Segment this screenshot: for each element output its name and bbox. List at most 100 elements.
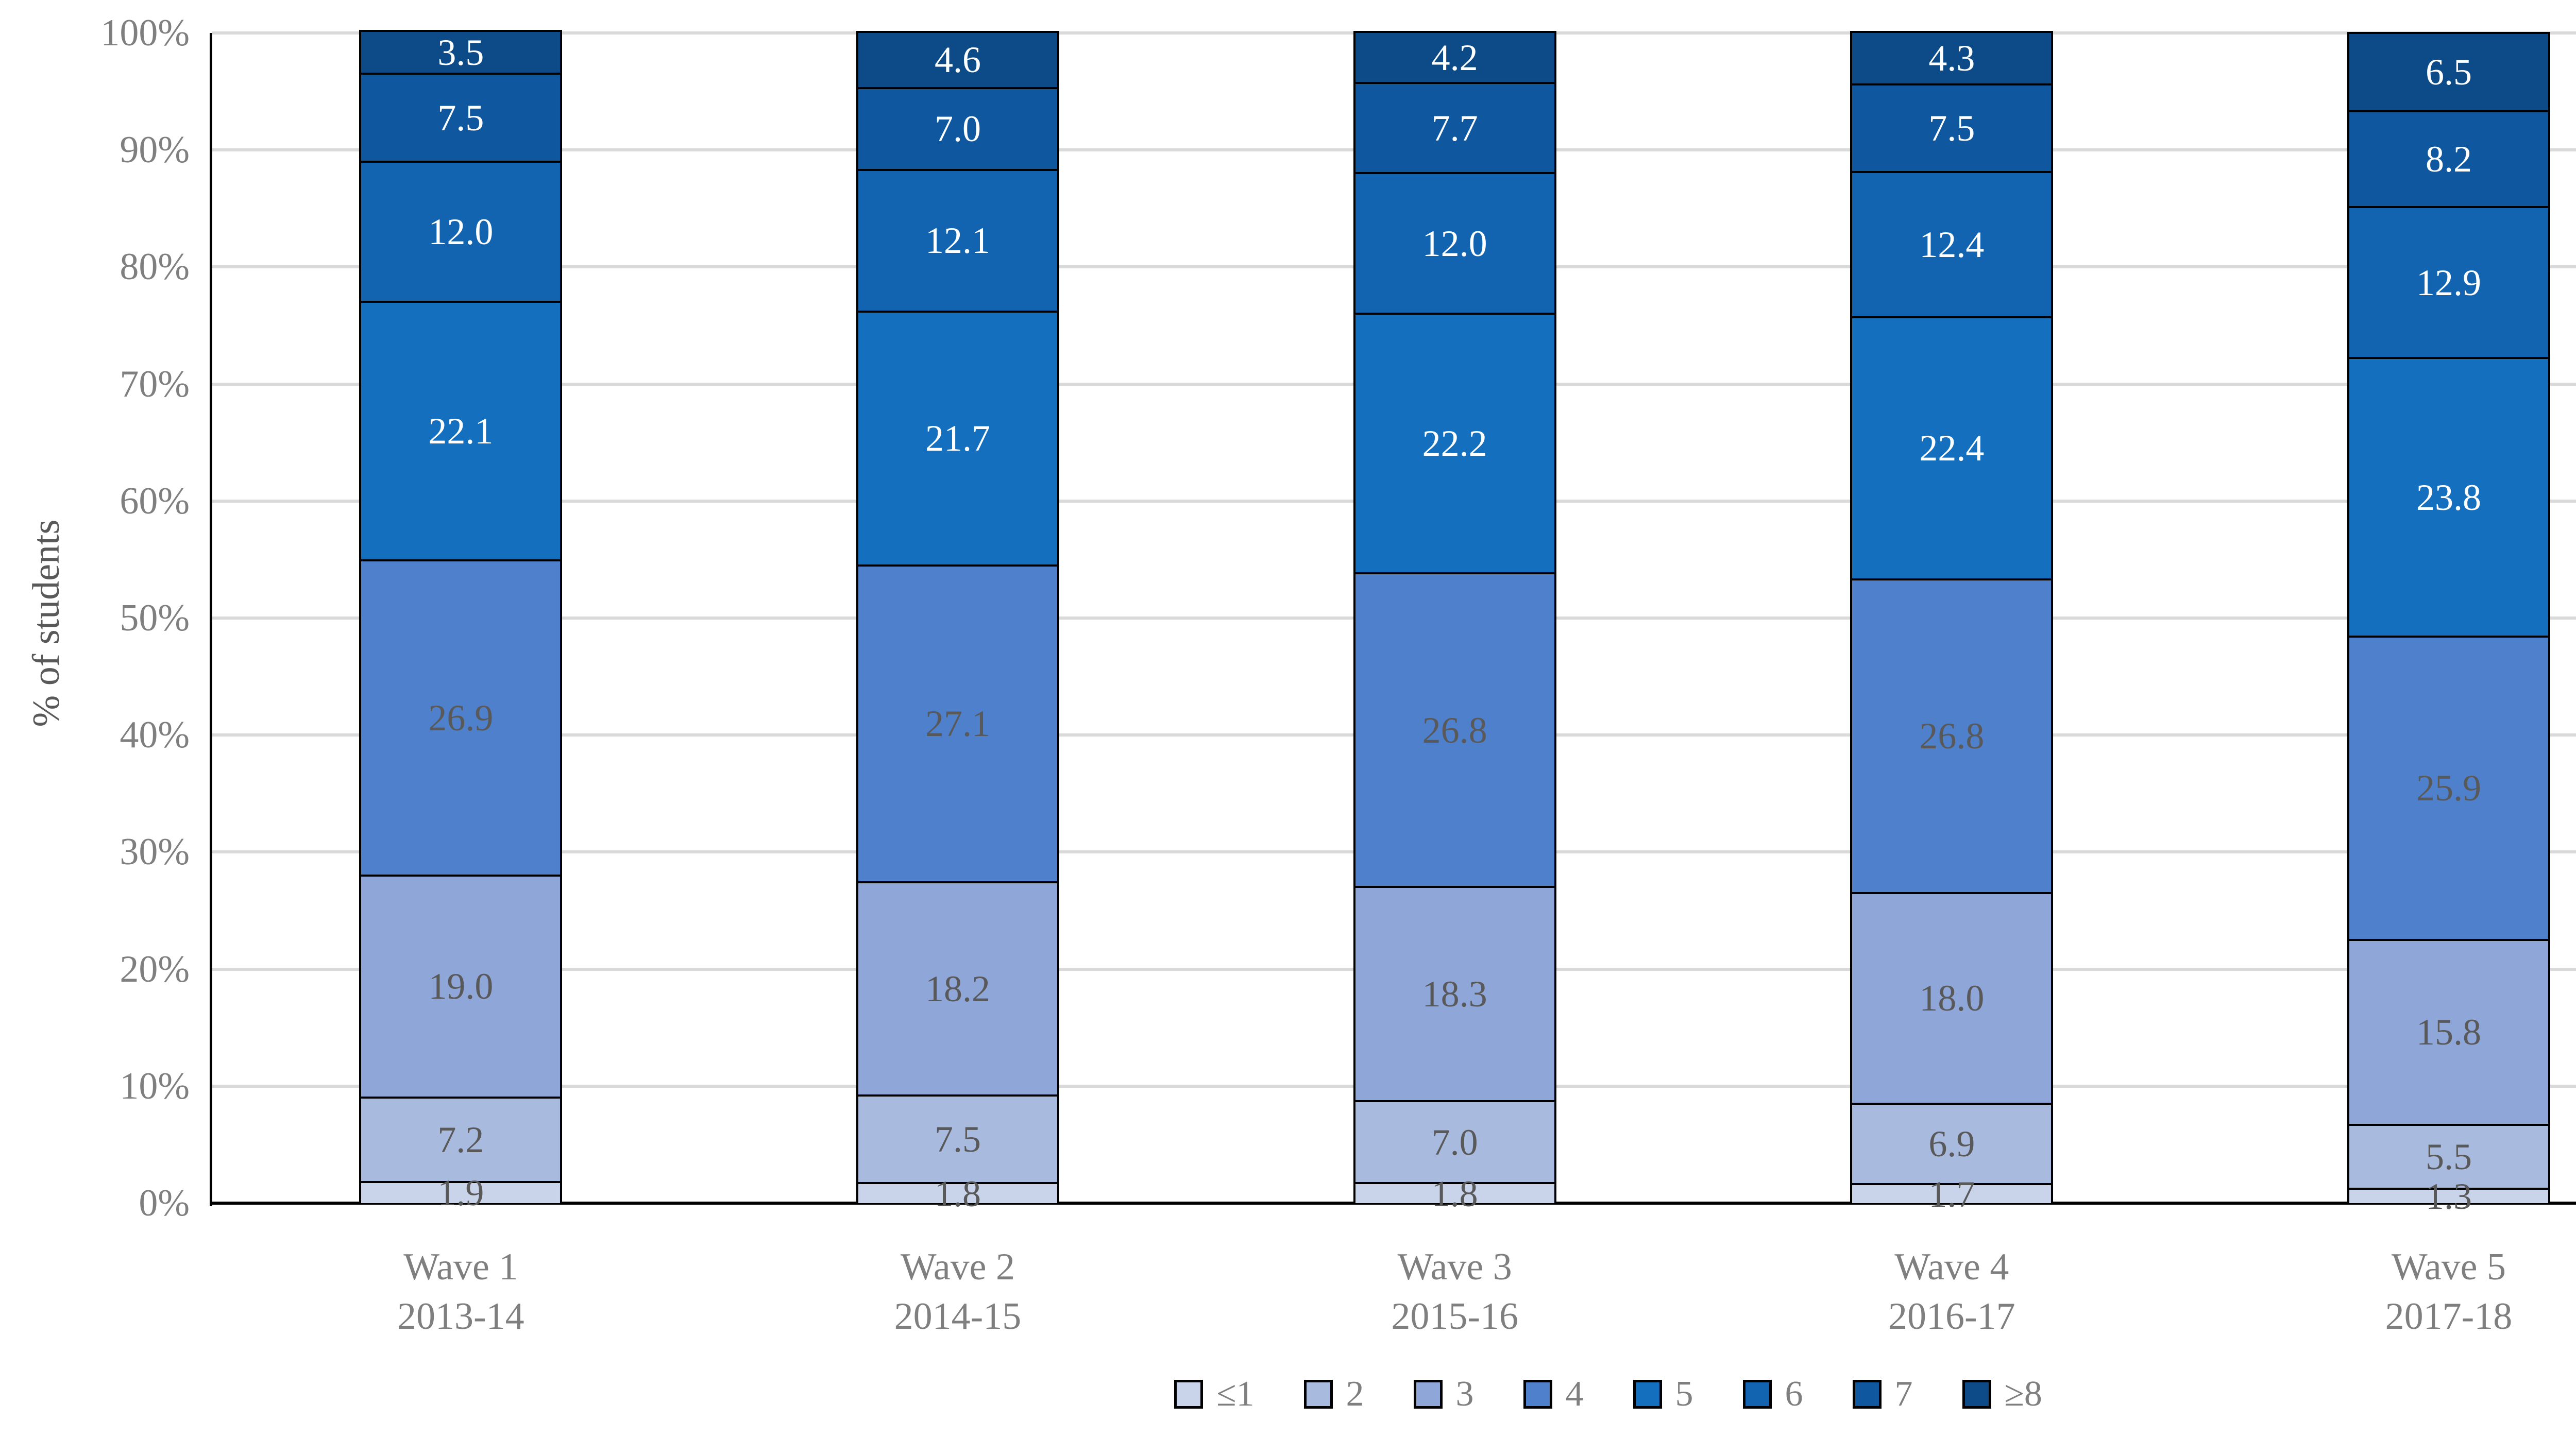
x-category-line2: 2014-15 <box>894 1295 1022 1338</box>
bar-segment-value-label: 6.5 <box>2425 52 2472 93</box>
bar-segment-≤1: 1.9 <box>361 1174 561 1211</box>
y-tick-label-10pct: 10% <box>120 1065 190 1107</box>
y-tick-label-30pct: 30% <box>120 831 190 874</box>
bar-segment-2: 7.2 <box>361 1097 561 1181</box>
bar-segment-5: 23.8 <box>2349 357 2548 636</box>
bar-segment-value-label: 26.8 <box>1919 715 1985 757</box>
legend-label: 3 <box>1455 1374 1474 1414</box>
bar-segment-2: 6.9 <box>1852 1102 2052 1184</box>
plot-area: 3.5 7.5 12.0 22.1 26.9 19.0 7.2 1.9 4.6 7.0 12.1 21… <box>210 29 2576 1215</box>
bar-wave-4: 4.3 7.5 12.4 22.4 26.8 18.0 6.9 1.7 <box>1850 31 2054 1213</box>
y-tick-label-20pct: 20% <box>120 948 190 990</box>
bar-segment-≥8: 4.3 <box>1852 33 2052 83</box>
y-tick-label-0pct: 0% <box>139 1182 190 1224</box>
y-tick-label-100pct: 100% <box>100 12 190 54</box>
bar-segment-6: 12.1 <box>858 168 1057 311</box>
legend-item-3: 3 <box>1413 1374 1474 1414</box>
x-category-line1: Wave 5 <box>2391 1246 2506 1288</box>
x-category-label-3: Wave 3 2015-16 <box>1206 1242 1703 1341</box>
legend-swatch-icon <box>1413 1380 1443 1409</box>
bar-segment-4: 26.9 <box>361 559 561 875</box>
bar-segment-7: 7.7 <box>1355 82 1554 173</box>
bar-segment-value-label: 26.8 <box>1422 709 1487 751</box>
bar-slot-wave-2: 4.6 7.0 12.1 21.7 27.1 18.2 7.5 1.8 <box>709 31 1207 1212</box>
bar-segment-value-label: 26.9 <box>428 697 494 739</box>
x-category-line2: 2013-14 <box>397 1295 524 1338</box>
bar-wave-1: 3.5 7.5 12.0 22.1 26.9 19.0 7.2 1.9 <box>359 29 563 1211</box>
legend-label: 4 <box>1565 1374 1584 1414</box>
y-tick-label-40pct: 40% <box>120 714 190 757</box>
bar-segment-value-label: 1.8 <box>934 1173 981 1214</box>
bar-segment-value-label: 21.7 <box>925 418 990 459</box>
bar-segment-value-label: 7.5 <box>1928 107 1975 149</box>
bar-segment-value-label: 12.9 <box>2416 262 2481 303</box>
legend-label: 5 <box>1675 1374 1693 1414</box>
bar-segment-4: 25.9 <box>2349 636 2548 939</box>
bar-slot-wave-4: 4.3 7.5 12.4 22.4 26.8 18.0 6.9 1.7 <box>1703 31 2200 1213</box>
bar-segment-value-label: 12.4 <box>1919 224 1985 265</box>
legend-item-2: 2 <box>1303 1376 1364 1412</box>
legend-label: ≥8 <box>2004 1374 2042 1414</box>
x-category-line2: 2015-16 <box>1391 1295 1518 1338</box>
bar-segment-3: 18.0 <box>1852 892 2052 1103</box>
bar-segment-6: 12.4 <box>1852 171 2052 316</box>
legend-swatch-icon <box>1303 1380 1333 1409</box>
x-category-line2: 2017-18 <box>2385 1295 2513 1338</box>
bar-segment-value-label: 19.0 <box>428 966 494 1007</box>
bar-segment-3: 18.3 <box>1355 886 1554 1101</box>
bar-segment-6: 12.9 <box>2349 206 2548 357</box>
bar-segment-value-label: 3.5 <box>437 31 484 73</box>
bar-slot-wave-1: 3.5 7.5 12.0 22.1 26.9 19.0 7.2 1.9 <box>212 29 709 1211</box>
y-tick-label-80pct: 80% <box>120 246 190 288</box>
legend-swatch-icon <box>1174 1380 1204 1409</box>
x-category-line1: Wave 1 <box>403 1246 518 1288</box>
bar-segment-value-label: 1.8 <box>1431 1173 1478 1214</box>
bar-segment-value-label: 4.3 <box>1928 37 1975 79</box>
bar-segment-value-label: 1.9 <box>437 1172 484 1214</box>
y-tick-label-90pct: 90% <box>120 129 190 172</box>
legend-item-≤1: ≤1 <box>1174 1376 1255 1412</box>
legend-item-4: 4 <box>1523 1376 1584 1412</box>
bar-segment-≤1: 1.3 <box>2349 1178 2548 1215</box>
x-category-label-2: Wave 2 2014-15 <box>709 1242 1207 1341</box>
x-category-label-5: Wave 5 2017-18 <box>2200 1242 2576 1341</box>
bar-segment-7: 7.0 <box>858 87 1057 169</box>
legend-swatch-icon <box>1523 1380 1552 1409</box>
bar-segment-7: 7.5 <box>361 73 561 161</box>
bar-segment-≤1: 1.8 <box>1355 1175 1554 1212</box>
bar-segment-value-label: 25.9 <box>2416 767 2481 809</box>
bar-segment-value-label: 4.2 <box>1431 37 1478 78</box>
bar-segment-5: 22.1 <box>361 301 561 560</box>
bar-segment-≥8: 4.2 <box>1355 33 1554 82</box>
bar-segment-value-label: 8.2 <box>2425 139 2472 180</box>
bar-segment-value-label: 22.2 <box>1422 423 1487 465</box>
bar-segment-value-label: 5.5 <box>2425 1136 2472 1177</box>
bar-segment-5: 21.7 <box>858 310 1057 564</box>
x-category-label-1: Wave 1 2013-14 <box>212 1242 709 1341</box>
legend-item-7: 7 <box>1852 1376 1913 1412</box>
bar-segment-2: 5.5 <box>2349 1123 2548 1188</box>
bar-wave-2: 4.6 7.0 12.1 21.7 27.1 18.2 7.5 1.8 <box>856 31 1059 1212</box>
bar-segment-value-label: 1.7 <box>1928 1173 1975 1215</box>
y-tick-label-50pct: 50% <box>120 597 190 639</box>
legend-swatch-icon <box>1742 1380 1772 1409</box>
x-category-label-4: Wave 4 2016-17 <box>1703 1242 2200 1341</box>
bar-segment-6: 12.0 <box>361 160 561 301</box>
bar-segment-value-label: 1.3 <box>2425 1176 2472 1218</box>
bar-segment-value-label: 22.4 <box>1919 427 1985 469</box>
legend-item-6: 6 <box>1742 1374 1803 1414</box>
bar-segment-5: 22.4 <box>1852 316 2052 578</box>
bar-segment-3: 18.2 <box>858 881 1057 1094</box>
bar-segment-value-label: 27.1 <box>925 703 990 745</box>
bar-segment-4: 26.8 <box>1355 572 1554 886</box>
bar-segment-4: 27.1 <box>858 564 1057 882</box>
bar-segment-value-label: 6.9 <box>1928 1123 1975 1165</box>
bar-segment-value-label: 23.8 <box>2416 476 2481 518</box>
legend-item-5: 5 <box>1633 1376 1693 1412</box>
bar-segment-value-label: 18.3 <box>1422 973 1487 1015</box>
legend-item-≥8: ≥8 <box>1962 1376 2042 1412</box>
legend-label: 6 <box>1785 1374 1803 1414</box>
bar-segment-value-label: 7.7 <box>1431 107 1478 149</box>
bar-segment-6: 12.0 <box>1355 172 1554 313</box>
bar-segment-≤1: 1.7 <box>1852 1176 2052 1213</box>
